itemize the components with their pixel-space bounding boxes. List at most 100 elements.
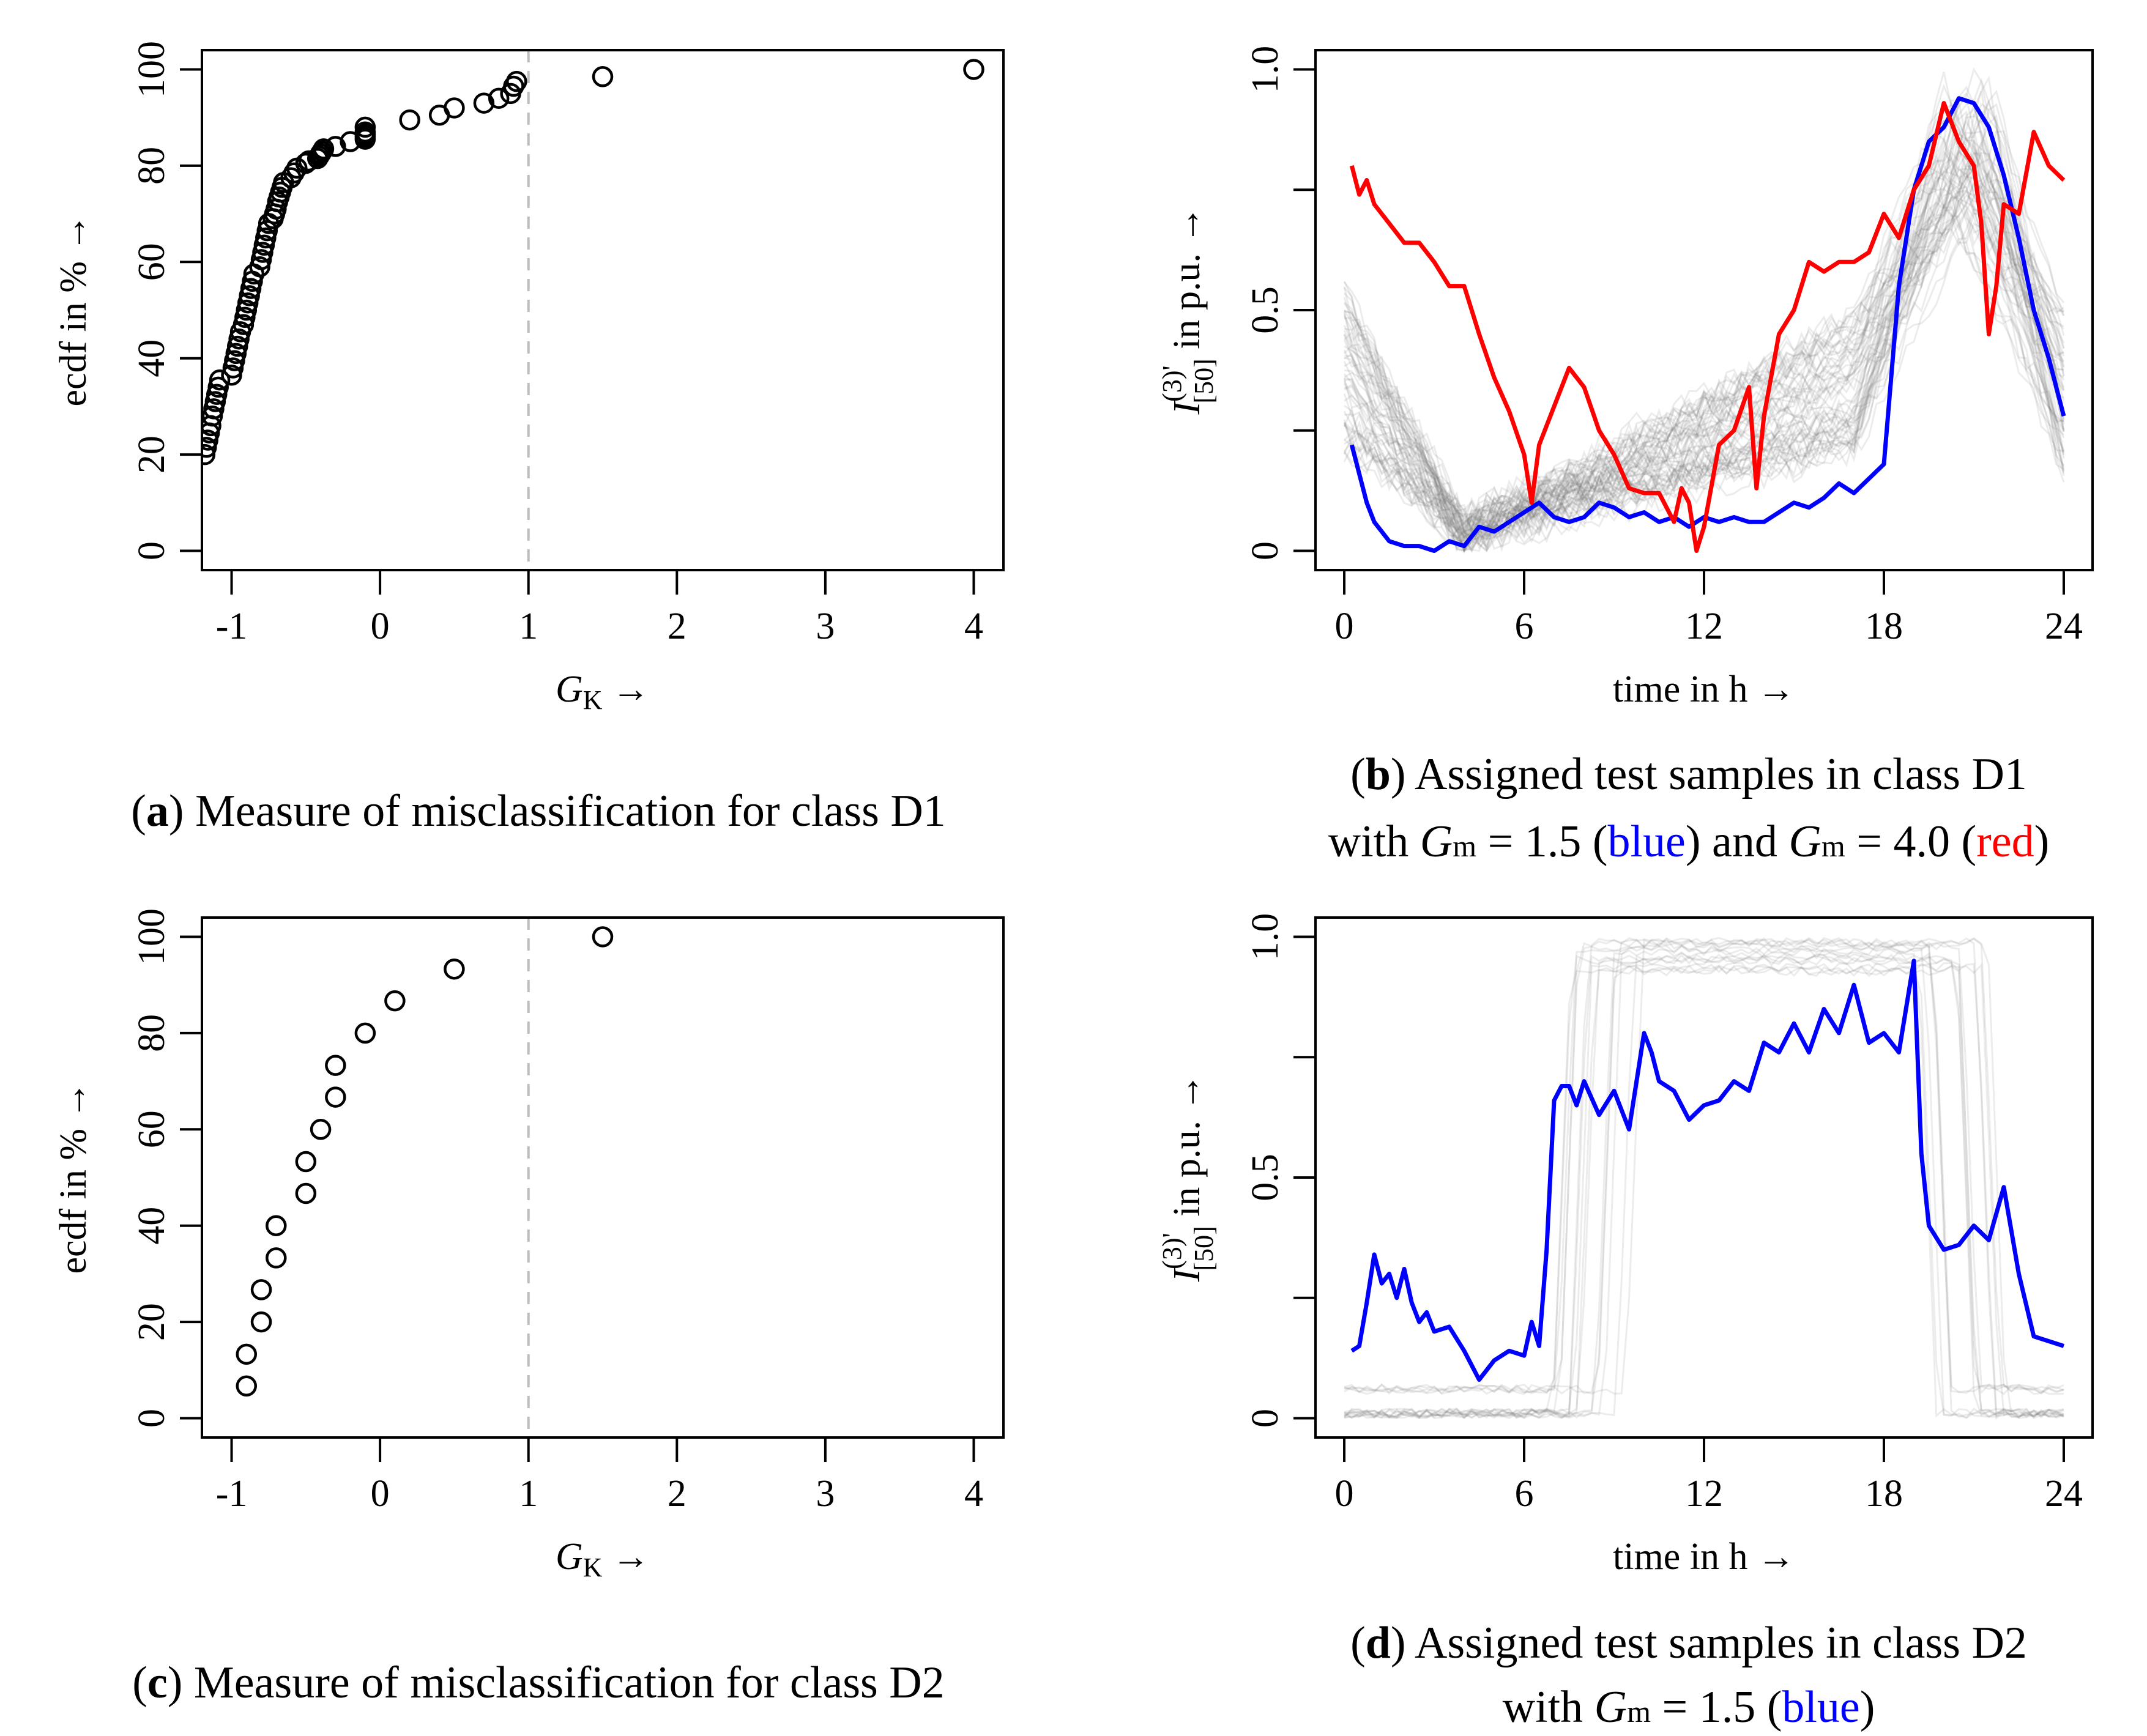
x-tick-label: -1 <box>216 606 248 647</box>
background-sample-line <box>1344 948 2064 1420</box>
background-sample-line <box>1344 937 2064 1420</box>
y-tick-label: 60 <box>131 243 173 281</box>
y-tick-label: 0 <box>131 541 173 560</box>
arrow-icon: → <box>53 213 94 261</box>
y-tick-label: 100 <box>131 41 173 98</box>
y-tick-label: 0 <box>1245 541 1286 560</box>
background-sample-line <box>1344 169 2064 553</box>
data-point <box>506 70 527 92</box>
legend-blue: blue <box>1782 1682 1859 1732</box>
background-sample-line <box>1343 85 2065 536</box>
data-point <box>473 92 495 114</box>
y-axis-label: I(3)'[50] in p.u. → <box>1157 1074 1219 1283</box>
plot-area <box>1343 937 2065 1420</box>
background-sample-line <box>1344 152 2065 528</box>
x-tick-label: 4 <box>964 606 983 647</box>
plot-frame <box>201 49 1005 571</box>
y-tick-label: 0 <box>1245 1409 1286 1428</box>
background-sample-line <box>1344 165 2064 529</box>
background-sample-line <box>1344 162 2064 529</box>
plot-area <box>202 50 984 570</box>
background-sample-line <box>1343 67 2065 541</box>
background-sample-line <box>1344 178 2065 552</box>
y-tick-label: 60 <box>131 1110 173 1148</box>
caption-line-2: with Gm = 1.5 (blue) and Gm = 4.0 (red) <box>1328 817 2050 867</box>
x-axis-label: GK → <box>556 1536 650 1582</box>
y-tick-label: 0.5 <box>1245 1154 1286 1201</box>
data-point <box>266 1247 287 1269</box>
y-tick-label: 20 <box>131 436 173 473</box>
x-tick-label: 6 <box>1515 606 1534 647</box>
background-sample-line <box>1343 201 2065 538</box>
x-tick-label: 2 <box>668 606 687 647</box>
background-sample-line <box>1343 198 2064 532</box>
x-tick-label: 3 <box>816 606 835 647</box>
caption-line-1: (a) Measure of misclassification for cla… <box>131 786 946 836</box>
y-tick-label: 1.0 <box>1245 913 1286 961</box>
arrow-icon: → <box>603 669 650 710</box>
background-sample-line <box>1344 127 2064 538</box>
x-tick-label: 18 <box>1865 1473 1903 1515</box>
background-sample-line <box>1343 99 2065 535</box>
background-sample-line <box>1344 119 2064 539</box>
caption-line-1: (d) Assigned test samples in class D2 <box>1350 1618 2027 1668</box>
data-point <box>295 1151 317 1173</box>
background-sample-line <box>1344 962 2064 1419</box>
background-sample-line <box>1343 114 2065 540</box>
x-tick-label: 0 <box>371 1473 390 1515</box>
background-sample-line <box>1344 937 2064 1395</box>
data-point <box>384 990 406 1012</box>
data-point <box>444 958 465 980</box>
data-point <box>250 1311 272 1333</box>
background-sample-line <box>1344 944 2064 1395</box>
data-point <box>325 136 346 157</box>
background-sample-line <box>1343 135 2065 537</box>
series-line-1 <box>1350 959 2065 1382</box>
background-sample-line <box>1344 944 2064 1419</box>
background-sample-line <box>1343 161 2064 551</box>
background-sample-line <box>1343 92 2065 553</box>
background-sample-line <box>1344 83 2064 525</box>
arrow-icon: → <box>1747 1536 1795 1578</box>
background-sample-line <box>1344 75 2065 550</box>
x-tick-label: 1 <box>519 606 538 647</box>
background-sample-line <box>1343 168 2065 554</box>
y-tick-label: 1.0 <box>1245 46 1286 93</box>
data-point <box>325 1086 346 1108</box>
background-sample-line <box>1343 132 2064 525</box>
background-sample-line <box>1344 941 2064 1395</box>
y-tick-label: 40 <box>131 1207 173 1245</box>
x-tick-label: 12 <box>1685 1473 1723 1515</box>
data-point <box>592 66 614 87</box>
background-sample-line <box>1344 965 2064 1420</box>
background-sample-line <box>1344 119 2065 521</box>
data-point <box>313 138 335 160</box>
background-sample-line <box>1343 152 2065 551</box>
background-sample-line <box>1344 152 2065 519</box>
background-sample-line <box>1343 116 2064 554</box>
data-point <box>325 1055 346 1076</box>
background-sample-line <box>1344 102 2065 554</box>
background-sample-line <box>1343 150 2065 526</box>
data-point <box>236 1343 258 1365</box>
background-sample-line <box>1343 154 2065 544</box>
x-axis-label: GK → <box>556 669 650 715</box>
data-point <box>444 97 465 119</box>
x-tick-label: 6 <box>1515 1473 1534 1515</box>
x-tick-label: 1 <box>519 1473 538 1515</box>
background-sample-line <box>1344 189 2065 553</box>
background-sample-line <box>1343 190 2065 535</box>
background-sample-line <box>1344 99 2064 533</box>
background-sample-line <box>1343 179 2065 528</box>
background-sample-line <box>1344 130 2065 553</box>
background-samples <box>1343 67 2065 554</box>
y-tick-label: 0.5 <box>1245 286 1286 334</box>
arrow-icon: → <box>53 1081 94 1129</box>
data-point <box>266 1215 287 1236</box>
x-axis-label: time in h → <box>1613 1536 1795 1578</box>
background-sample-line <box>1343 158 2065 552</box>
background-sample-line <box>1344 963 2064 1420</box>
y-tick-label: 40 <box>131 339 173 377</box>
data-point <box>488 87 510 109</box>
